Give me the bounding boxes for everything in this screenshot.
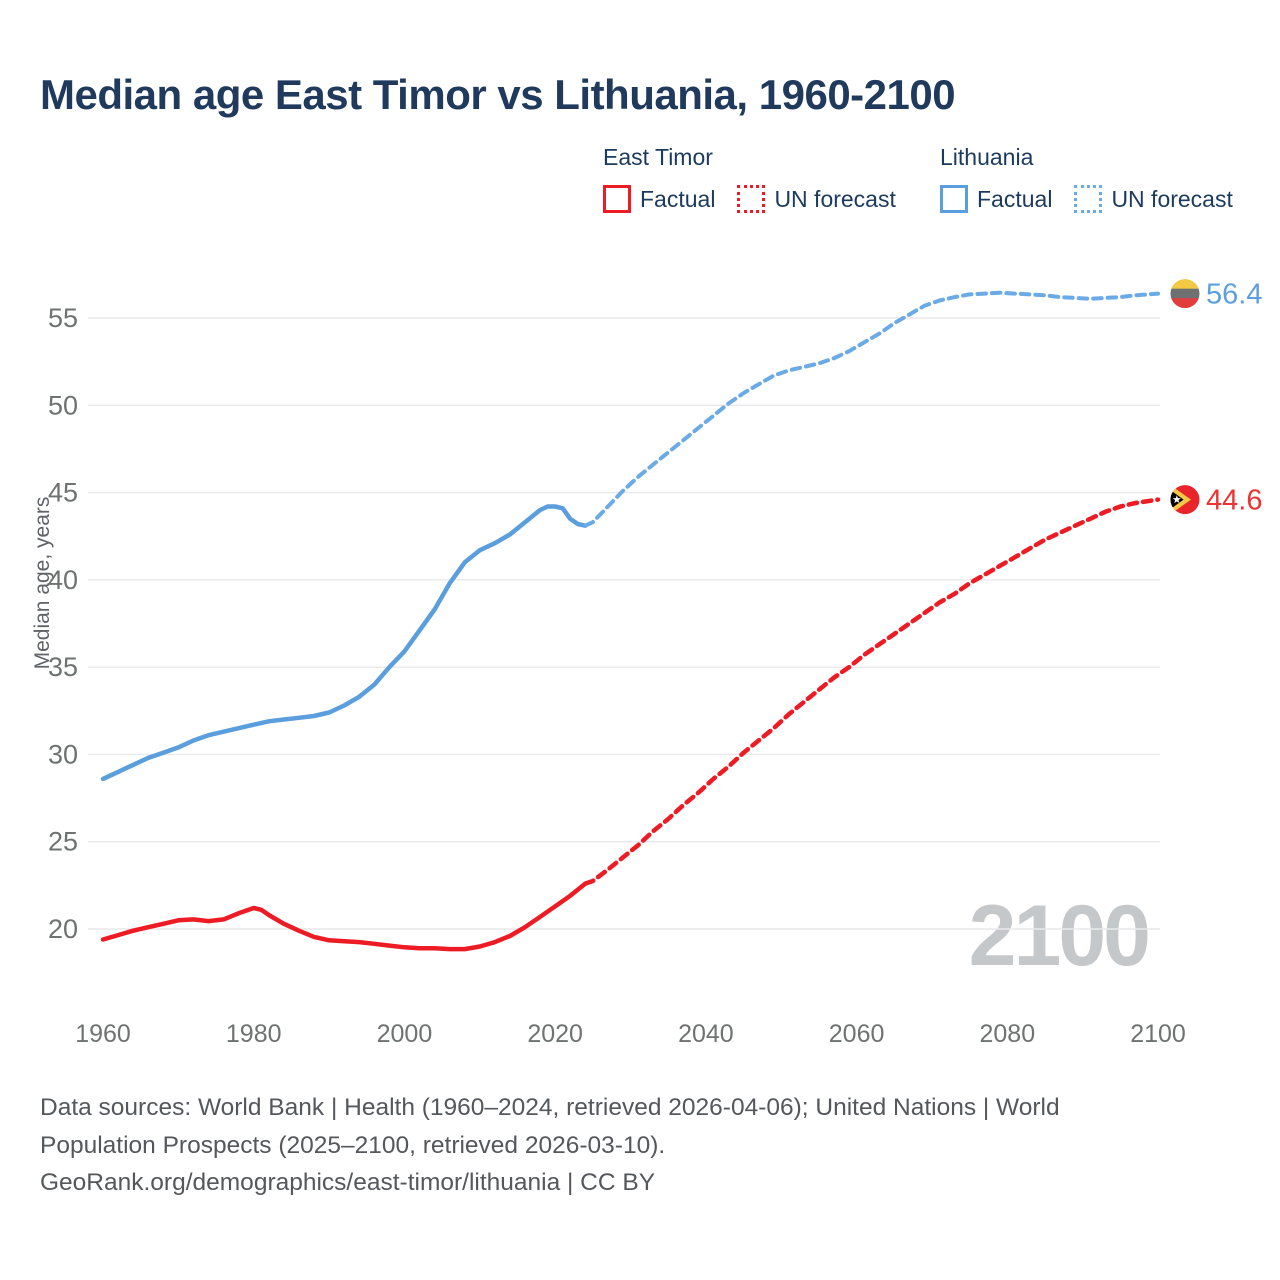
watermark-2100: 2100 <box>968 888 1151 984</box>
y-tick-label-25: 25 <box>48 827 78 857</box>
legend-label-lithuania-forecast: UN forecast <box>1111 185 1233 212</box>
x-tick-label-2040: 2040 <box>678 1020 734 1048</box>
lithuania-forecast-swatch-icon <box>1074 185 1103 213</box>
x-tick-label-2060: 2060 <box>829 1020 885 1048</box>
legend-header-east-timor: East Timor <box>603 144 713 170</box>
legend-label-east-timor-factual: Factual <box>640 185 716 212</box>
legend-row-lithuania: Factual UN forecast <box>940 185 1260 213</box>
footer-line-3: GeoRank.org/demographics/east-timor/lith… <box>40 1169 656 1196</box>
legend-group-lithuania: Lithuania Factual UN forecast <box>940 144 1260 213</box>
x-tick-label-1960: 1960 <box>75 1020 131 1048</box>
x-tick-label-2020: 2020 <box>527 1020 583 1048</box>
y-tick-label-45: 45 <box>48 478 78 508</box>
y-tick-label-55: 55 <box>48 303 78 333</box>
data-sources-footer: Data sources: World Bank | Health (1960–… <box>40 1089 1240 1202</box>
y-tick-label-50: 50 <box>48 390 78 420</box>
legend-group-east-timor: East Timor Factual UN forecast <box>603 144 923 213</box>
east-timor-forecast-swatch-icon <box>737 185 766 213</box>
x-tick-label-2000: 2000 <box>377 1020 433 1048</box>
y-tick-label-30: 30 <box>48 739 78 769</box>
east-timor-factual-swatch-icon <box>603 185 631 213</box>
legend-label-lithuania-factual: Factual <box>977 185 1053 212</box>
chart-title: Median age East Timor vs Lithuania, 1960… <box>40 71 956 118</box>
legend-item-east-timor-factual: Factual <box>603 185 715 213</box>
lithuania-end-value-label: 56.4 <box>1206 279 1262 311</box>
legend-label-east-timor-forecast: UN forecast <box>774 185 896 212</box>
east-timor-end-value-label: 44.6 <box>1206 485 1262 517</box>
legend-row-east-timor: Factual UN forecast <box>603 185 923 213</box>
legend-item-lithuania-factual: Factual <box>940 185 1052 213</box>
y-tick-label-35: 35 <box>48 652 78 682</box>
lithuania-flag-icon <box>1170 279 1200 309</box>
x-tick-label-2080: 2080 <box>980 1020 1036 1048</box>
lithuania-factual-line <box>100 504 588 782</box>
x-tick-label-1980: 1980 <box>226 1020 282 1048</box>
east-timor-un-forecast-line <box>583 497 1161 886</box>
legend-header-lithuania: Lithuania <box>940 144 1034 170</box>
east-timor-factual-line <box>100 881 588 952</box>
y-tick-label-20: 20 <box>48 914 78 944</box>
lithuania-factual-swatch-icon <box>940 185 968 213</box>
footer-line-1: Data sources: World Bank | Health (1960–… <box>40 1094 1060 1121</box>
x-tick-label-2100: 2100 <box>1130 1020 1186 1048</box>
footer-line-2: Population Prospects (2025–2100, retriev… <box>40 1131 666 1159</box>
east-timor-flag-icon <box>1170 485 1200 515</box>
legend-item-lithuania-forecast: UN forecast <box>1074 185 1233 213</box>
y-tick-label-40: 40 <box>48 565 78 595</box>
lithuania-un-forecast-line <box>583 290 1160 528</box>
legend-item-east-timor-forecast: UN forecast <box>737 185 896 213</box>
